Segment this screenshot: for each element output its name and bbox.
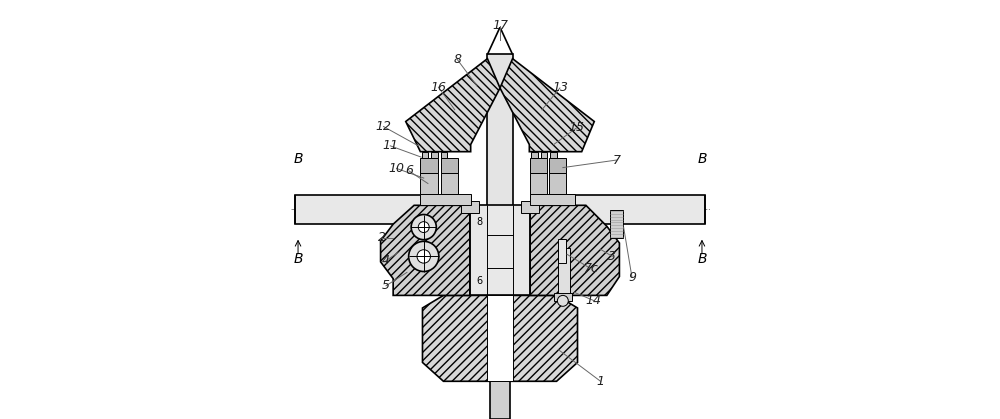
Bar <box>487 295 513 381</box>
Text: B: B <box>293 152 303 166</box>
Bar <box>420 194 471 205</box>
Bar <box>431 152 438 158</box>
Text: 17: 17 <box>492 19 508 33</box>
Circle shape <box>417 250 430 263</box>
Text: 16: 16 <box>430 80 446 94</box>
Circle shape <box>418 222 429 233</box>
Text: 4: 4 <box>382 254 390 267</box>
Text: 10: 10 <box>389 162 405 175</box>
Bar <box>420 158 438 173</box>
Bar <box>541 152 547 158</box>
Text: B: B <box>697 152 707 166</box>
Bar <box>610 210 623 238</box>
Bar <box>295 195 425 224</box>
Bar <box>441 158 458 173</box>
Bar <box>565 195 705 224</box>
Bar <box>530 194 575 205</box>
Circle shape <box>409 241 439 272</box>
Bar <box>530 173 547 194</box>
Bar <box>490 381 510 419</box>
Text: 6: 6 <box>477 276 483 286</box>
Bar <box>441 173 458 194</box>
Bar <box>470 205 530 295</box>
Bar <box>441 152 447 158</box>
Bar <box>558 248 570 297</box>
Bar <box>422 152 428 158</box>
Bar <box>554 293 572 301</box>
Text: 8: 8 <box>453 53 461 66</box>
Bar <box>531 152 538 158</box>
Polygon shape <box>530 205 619 295</box>
Polygon shape <box>500 59 594 152</box>
Text: 6: 6 <box>405 164 413 178</box>
Bar <box>550 152 557 158</box>
Text: 15: 15 <box>569 121 585 134</box>
Circle shape <box>557 295 568 306</box>
Text: B: B <box>697 251 707 266</box>
Text: 13: 13 <box>552 81 568 95</box>
Text: 3: 3 <box>608 250 616 263</box>
Polygon shape <box>406 59 500 152</box>
Text: 7: 7 <box>612 153 620 167</box>
Text: 8: 8 <box>477 217 483 227</box>
Bar <box>530 158 547 173</box>
Bar <box>558 239 566 263</box>
Bar <box>487 54 513 295</box>
Text: 2: 2 <box>378 231 386 245</box>
Polygon shape <box>381 205 470 295</box>
Text: 5: 5 <box>382 279 390 292</box>
Text: 9: 9 <box>628 271 636 284</box>
Circle shape <box>411 215 436 240</box>
Text: 1: 1 <box>597 375 605 388</box>
Bar <box>549 158 566 173</box>
Text: 7c: 7c <box>584 262 599 276</box>
Text: 11: 11 <box>382 139 398 153</box>
Text: 12: 12 <box>376 120 392 133</box>
Bar <box>521 201 539 213</box>
Bar <box>461 201 479 213</box>
Bar <box>420 173 438 194</box>
Polygon shape <box>422 295 578 381</box>
Text: 14: 14 <box>585 294 601 307</box>
Bar <box>549 173 566 194</box>
Text: B: B <box>293 251 303 266</box>
